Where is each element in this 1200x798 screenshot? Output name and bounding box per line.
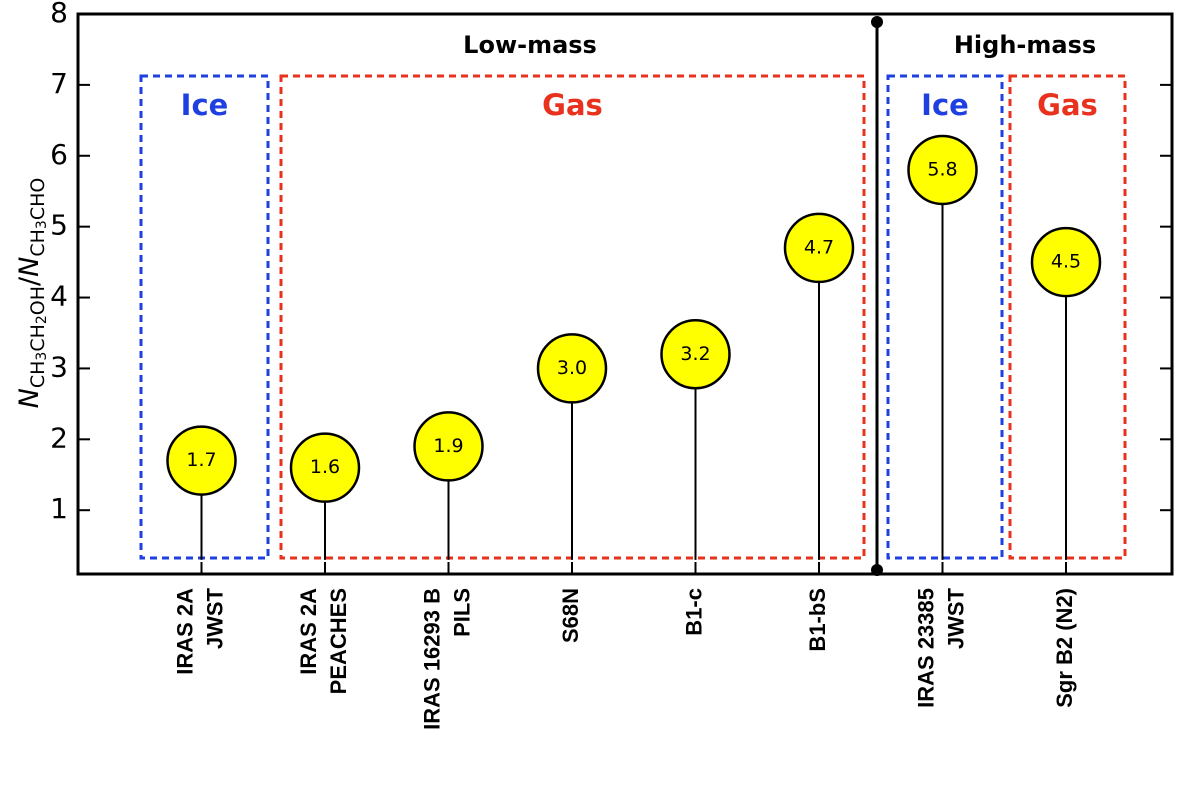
group-label: High-mass	[954, 31, 1096, 59]
y-label-part: CH	[27, 229, 49, 257]
phase-label: Ice	[921, 88, 969, 122]
marker	[783, 212, 855, 284]
value-label: 5.8	[927, 158, 957, 180]
y-tick-label: 3	[50, 350, 68, 383]
y-label-part: 3	[34, 220, 50, 229]
y-axis-label: NCH3CH2OH/NCH3CHO	[14, 178, 51, 409]
marker	[413, 411, 484, 482]
y-tick-label: 6	[50, 138, 68, 171]
group-label: Low-mass	[463, 31, 597, 59]
marker	[536, 333, 608, 404]
x-tick-label: JWST	[943, 587, 968, 649]
value-label: 4.7	[804, 236, 834, 258]
x-tick-label: IRAS 2A	[296, 588, 321, 675]
y-tick-label: 2	[50, 421, 68, 454]
phase-label: Gas	[542, 88, 603, 122]
marker	[1030, 226, 1102, 298]
x-tick-label: IRAS 16293 B	[419, 588, 444, 730]
value-label: 4.5	[1051, 251, 1081, 273]
phase-box	[886, 74, 1004, 560]
value-label: 1.9	[433, 435, 463, 457]
marker	[166, 425, 237, 496]
y-tick-label: 1	[50, 492, 68, 525]
value-label: 1.6	[310, 456, 340, 478]
marker	[289, 432, 361, 503]
x-tick-label: PEACHES	[326, 588, 351, 694]
x-tick-label: IRAS 2A	[172, 588, 197, 675]
y-label-part: /	[14, 276, 45, 286]
x-tick-label: JWST	[202, 587, 227, 649]
value-label: 3.2	[680, 343, 710, 365]
x-tick-label: Sgr B2 (N2)	[1052, 588, 1077, 708]
y-label-part: N	[14, 388, 45, 408]
y-label-part: CH	[27, 361, 49, 389]
y-label-part: 3	[34, 352, 50, 361]
phase-box	[139, 74, 270, 560]
value-label: 3.0	[557, 357, 587, 379]
x-tick-label: B1-c	[681, 588, 706, 636]
phase-label: Ice	[181, 88, 229, 122]
y-label-part: CHO	[27, 178, 49, 221]
phase-label: Gas	[1037, 88, 1098, 122]
x-tick-label: PILS	[449, 588, 474, 637]
y-tick-label: 7	[50, 67, 68, 100]
y-label-part: OH	[27, 286, 49, 315]
marker	[660, 319, 731, 390]
phase-box	[1008, 74, 1127, 560]
x-tick-label: IRAS 23385	[913, 588, 938, 708]
y-tick-label: 4	[50, 280, 68, 313]
plot-frame	[76, 12, 1174, 576]
y-label-part: 2	[34, 315, 50, 324]
value-label: 1.7	[186, 449, 216, 471]
divider-end	[871, 16, 883, 28]
y-tick-label: 5	[50, 209, 68, 242]
y-label-part: N	[14, 257, 45, 277]
x-tick-label: B1-bS	[805, 588, 830, 652]
y-label-part: CH	[27, 324, 49, 352]
y-tick-label: 8	[50, 0, 68, 29]
x-tick-label: S68N	[558, 588, 583, 643]
marker	[907, 134, 978, 206]
